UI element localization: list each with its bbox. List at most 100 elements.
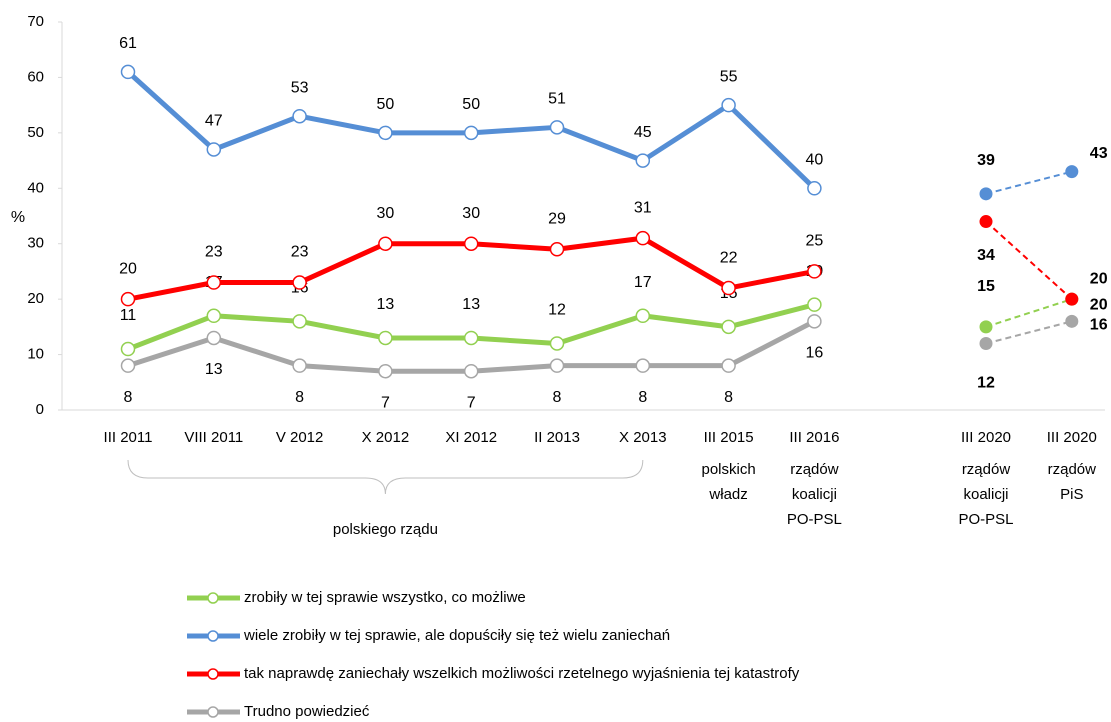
x-tick-label: III 2020 [1047, 429, 1097, 446]
marker [807, 297, 822, 312]
data-label: 43 [1090, 145, 1108, 162]
data-label: 22 [720, 249, 738, 266]
marker [979, 336, 993, 350]
data-label: 16 [806, 345, 824, 362]
marker [549, 358, 565, 373]
data-label: 51 [548, 91, 566, 108]
x-tick-label: X 2013 [619, 429, 667, 446]
group-label: koalicji [792, 486, 837, 503]
data-label: 30 [377, 205, 395, 222]
series-line [985, 298, 1073, 328]
data-label: 17 [634, 274, 652, 291]
group-label: polskiego rządu [333, 521, 438, 538]
marker [1065, 165, 1079, 179]
x-tick-label: V 2012 [276, 429, 324, 446]
marker [206, 308, 222, 324]
data-label: 13 [205, 361, 223, 378]
data-label: 20 [119, 260, 137, 277]
marker [721, 358, 736, 373]
marker [979, 215, 993, 229]
data-label: 16 [1090, 317, 1108, 334]
marker [463, 330, 479, 346]
data-label: 12 [548, 302, 566, 319]
series-line [985, 170, 1073, 195]
y-tick-label: 0 [36, 401, 44, 418]
data-label: 39 [977, 152, 995, 169]
group-label: polskich [701, 461, 755, 478]
legend-label: Trudno powiedzieć [244, 703, 370, 720]
group-label: władz [708, 486, 747, 503]
y-tick-label: 50 [27, 124, 44, 141]
marker [120, 291, 136, 307]
data-label: 8 [724, 389, 733, 406]
data-label: 47 [205, 113, 223, 130]
marker [292, 275, 307, 290]
legend-label: zrobiły w tej sprawie wszystko, co możli… [244, 589, 526, 606]
y-tick-label: 20 [27, 290, 44, 307]
marker [292, 358, 307, 373]
data-label: 13 [377, 296, 395, 313]
data-label: 34 [977, 247, 995, 264]
marker [378, 363, 393, 379]
x-tick-label: III 2020 [961, 429, 1011, 446]
marker [378, 125, 393, 141]
data-label: 61 [119, 35, 137, 52]
group-label: rządów [962, 461, 1011, 478]
marker [635, 153, 651, 168]
x-tick-label: XI 2012 [445, 429, 497, 446]
marker [721, 319, 736, 335]
data-label: 7 [381, 394, 390, 411]
y-tick-label: 40 [27, 179, 44, 196]
marker [206, 275, 222, 290]
legend-marker [207, 630, 219, 642]
x-tick-label: VIII 2011 [184, 429, 243, 446]
data-label: 23 [205, 244, 223, 261]
marker [807, 314, 822, 329]
data-label: 30 [462, 205, 480, 222]
data-label: 8 [295, 389, 304, 406]
marker [120, 64, 136, 80]
y-tick-label: 70 [27, 13, 44, 30]
legend-marker [207, 706, 219, 718]
data-label: 11 [120, 307, 137, 324]
marker [206, 330, 222, 346]
marker [120, 358, 136, 373]
marker [549, 120, 565, 135]
legend-label: tak naprawdę zaniechały wszelkich możliw… [244, 665, 800, 682]
x-tick-label: III 2016 [789, 429, 839, 446]
marker [463, 236, 479, 251]
marker [979, 320, 993, 334]
legend-marker [207, 668, 219, 680]
data-label: 55 [720, 68, 738, 85]
y-axis-label: % [11, 209, 25, 226]
marker [549, 242, 565, 257]
data-label: 53 [291, 79, 309, 96]
marker [120, 341, 136, 357]
data-label: 20 [1090, 296, 1108, 313]
group-label: koalicji [963, 486, 1008, 503]
series-line [985, 220, 1073, 300]
marker [979, 187, 993, 201]
marker [721, 280, 736, 296]
marker [635, 308, 651, 324]
legend-label: wiele zrobiły w tej sprawie, ale dopuści… [243, 627, 670, 644]
marker [635, 358, 651, 373]
group-label: rządów [1048, 461, 1097, 478]
data-label: 8 [124, 389, 133, 406]
data-label: 15 [977, 278, 995, 295]
x-tick-label: III 2011 [104, 429, 153, 446]
data-label: 40 [806, 152, 824, 169]
x-tick-label: II 2013 [534, 429, 580, 446]
marker [807, 264, 822, 279]
group-label: PO-PSL [787, 511, 842, 528]
marker [807, 181, 822, 196]
data-label: 23 [291, 244, 309, 261]
data-label: 8 [553, 389, 562, 406]
marker [1065, 292, 1079, 306]
data-label: 12 [977, 375, 995, 392]
data-label: 45 [634, 124, 652, 141]
marker [463, 125, 479, 141]
brace [127, 459, 644, 495]
data-label: 7 [467, 394, 476, 411]
